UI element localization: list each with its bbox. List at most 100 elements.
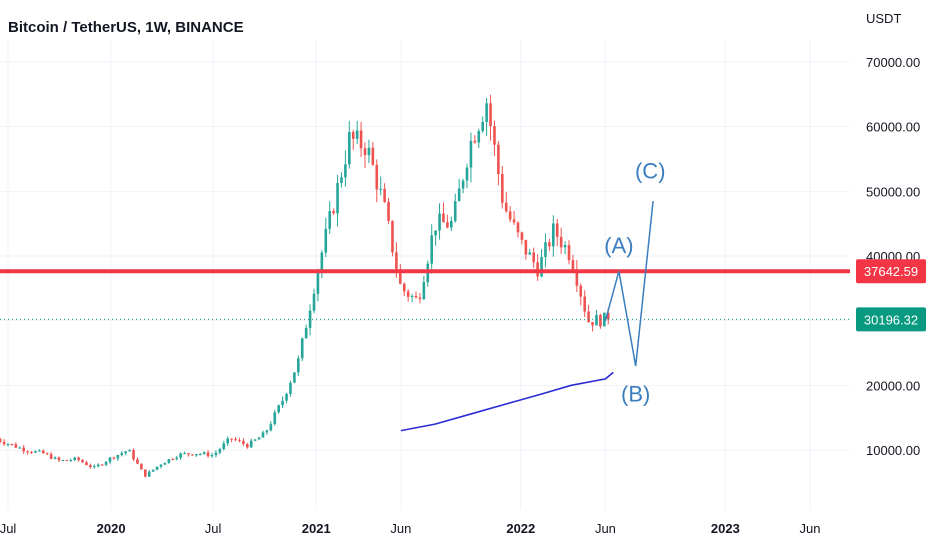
candle-body — [430, 235, 433, 264]
candle-body — [563, 245, 567, 248]
candle-body — [559, 236, 563, 248]
candle-body — [552, 223, 555, 247]
candle-body — [528, 252, 532, 255]
candle-body — [45, 453, 49, 455]
candle-body — [257, 437, 261, 440]
candle-body — [89, 465, 92, 468]
candle-body — [26, 451, 29, 453]
candle-body — [151, 469, 155, 472]
candle-body — [293, 372, 296, 383]
candle-body — [112, 457, 116, 459]
candle-body — [383, 188, 386, 202]
candle-body — [253, 439, 257, 441]
candle-body — [367, 147, 371, 156]
candle-body — [81, 459, 84, 463]
candle-body — [53, 457, 57, 459]
x-tick-label: Jul — [205, 521, 222, 536]
x-tick-label: 2021 — [302, 521, 331, 536]
candle-body — [548, 242, 551, 247]
candle-body — [195, 454, 198, 456]
candle-body — [450, 221, 453, 228]
candle-body — [516, 222, 520, 233]
x-tick-label: 2022 — [506, 521, 535, 536]
candle-body — [167, 459, 171, 463]
candle-body — [249, 440, 253, 448]
candle-body — [402, 283, 406, 292]
candle-body — [316, 271, 320, 294]
candle-body — [473, 140, 477, 143]
x-tick-label: Jul — [0, 521, 16, 536]
candle-body — [218, 449, 222, 453]
candle-body — [210, 455, 214, 457]
candle-body — [6, 443, 10, 445]
candle-body — [206, 452, 210, 457]
candle-body — [508, 211, 512, 220]
candle-body — [289, 382, 292, 394]
overlays: (A) (B) (C) — [0, 158, 850, 432]
candle-body — [391, 220, 394, 253]
candle-body — [504, 202, 508, 212]
resistance-price-badge-label: 37642.59 — [864, 264, 918, 279]
candle-body — [453, 201, 457, 222]
candle-body — [406, 291, 410, 297]
y-axis: 10000.0020000.0030000.0040000.0050000.00… — [856, 55, 926, 458]
candle-body — [104, 461, 108, 465]
y-tick-label: 10000.00 — [866, 443, 920, 458]
candle-body — [100, 464, 104, 466]
x-tick-label: 2020 — [97, 521, 126, 536]
candle-body — [587, 311, 590, 323]
candle-body — [489, 103, 492, 127]
candle-body — [120, 453, 124, 456]
candle-body — [422, 282, 426, 300]
candle-body — [281, 400, 284, 406]
current-price-badge-label: 30196.32 — [864, 312, 918, 327]
candle-body — [222, 443, 226, 450]
candle-body — [414, 295, 418, 298]
candle-body — [10, 443, 14, 445]
candle-body — [567, 245, 571, 261]
candle-body — [273, 412, 277, 425]
candle-body — [140, 463, 143, 470]
candle-body — [308, 310, 312, 328]
x-tick-label: Jun — [390, 521, 411, 536]
candle-body — [22, 447, 25, 452]
candle-body — [163, 462, 167, 465]
candle-body — [344, 164, 347, 178]
x-tick-label: 2023 — [711, 521, 740, 536]
candle-body — [155, 466, 159, 470]
candle-body — [501, 174, 504, 203]
candle-body — [34, 451, 37, 453]
x-axis: Jul 2020 Jul 2021 Jun 2022 Jun 2023 Jun — [0, 521, 820, 536]
candle-body — [457, 188, 461, 202]
candle-body — [336, 182, 339, 214]
candle-body — [324, 228, 328, 253]
wave-label: (C) — [635, 158, 666, 183]
candle-body — [434, 230, 437, 236]
candle-body — [599, 315, 602, 327]
candle-body — [418, 297, 422, 300]
candle-body — [108, 457, 112, 462]
candle-body — [520, 232, 524, 240]
candle-body — [399, 269, 402, 284]
candle-body — [179, 453, 182, 458]
candle-body — [191, 454, 194, 456]
candle-body — [532, 252, 535, 263]
candle-body — [147, 471, 151, 477]
candle-body — [461, 180, 465, 189]
y-tick-label: 50000.00 — [866, 184, 920, 199]
candle-body — [171, 459, 175, 461]
candle-body — [261, 432, 265, 438]
candle-body — [571, 260, 575, 270]
candle-body — [465, 167, 469, 181]
candle-body — [30, 452, 33, 454]
candle-body — [540, 257, 543, 277]
current-price-badge — [856, 307, 926, 332]
candle-body — [277, 405, 280, 413]
candle-body — [128, 450, 131, 452]
currency-label: USDT — [866, 11, 902, 26]
candle-body — [371, 147, 375, 165]
wave-label: (B) — [621, 382, 650, 407]
candle-body — [187, 453, 190, 455]
candle-body — [285, 393, 288, 401]
